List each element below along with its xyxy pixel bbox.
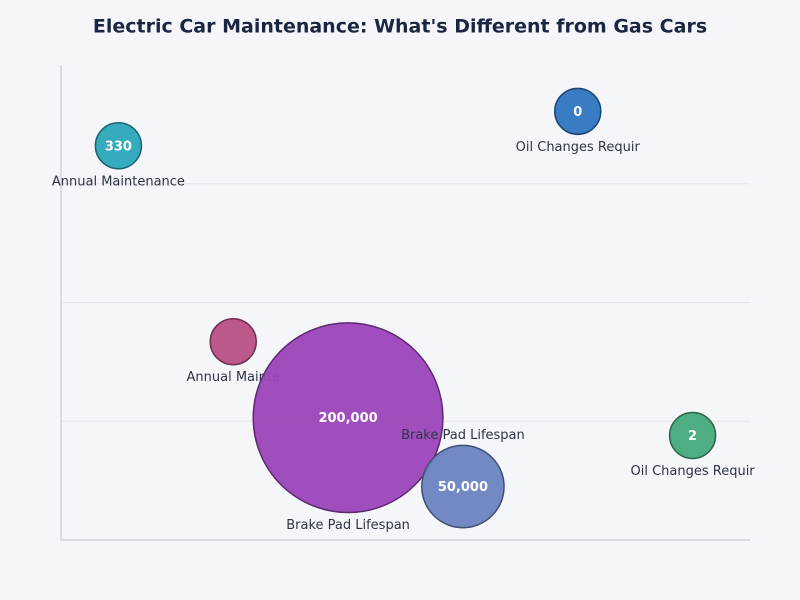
bubble-label: Annual Mainte: [187, 370, 280, 385]
bubble-label: Brake Pad Lifespan: [401, 428, 525, 443]
bubble: [421, 444, 505, 529]
value-label: 330: [105, 139, 132, 154]
bubble-label: Annual Maintenance: [52, 174, 185, 189]
bubble: [668, 411, 717, 460]
value-label: 200,000: [318, 411, 377, 426]
bubble-label: Oil Changes Requir: [516, 140, 641, 155]
bubble: [554, 87, 602, 136]
value-label: 2: [688, 429, 697, 444]
value-label: 50,000: [438, 480, 488, 495]
chart-title: Electric Car Maintenance: What's Differe…: [93, 16, 707, 38]
bubble: [94, 122, 143, 170]
bubble-label: Brake Pad Lifespan: [286, 518, 410, 533]
bubble: [209, 317, 257, 366]
value-label: 0: [573, 105, 582, 120]
bubble: [252, 322, 444, 514]
bubble-label: Oil Changes Requir: [630, 464, 755, 479]
